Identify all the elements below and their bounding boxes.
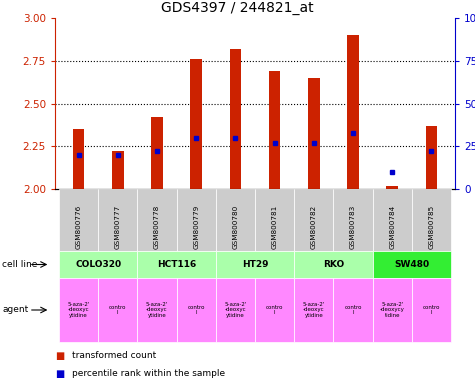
- Text: GSM800781: GSM800781: [272, 205, 277, 249]
- Text: agent: agent: [2, 306, 28, 314]
- Text: GSM800776: GSM800776: [76, 205, 82, 249]
- Text: contro
l: contro l: [266, 305, 284, 315]
- Text: 5-aza-2'
-deoxyc
ytidine: 5-aza-2' -deoxyc ytidine: [67, 302, 90, 318]
- Text: GSM800778: GSM800778: [154, 205, 160, 249]
- Text: contro
l: contro l: [423, 305, 440, 315]
- Bar: [73, 129, 85, 189]
- Text: contro
l: contro l: [344, 305, 362, 315]
- Bar: [269, 71, 281, 189]
- Text: GSM800779: GSM800779: [193, 205, 199, 249]
- Text: 5-aza-2'
-deoxyc
ytidine: 5-aza-2' -deoxyc ytidine: [224, 302, 247, 318]
- Text: contro
l: contro l: [109, 305, 126, 315]
- Bar: [229, 49, 241, 189]
- Bar: [308, 78, 320, 189]
- Text: GSM800783: GSM800783: [350, 205, 356, 249]
- Text: cell line: cell line: [2, 260, 38, 269]
- Text: GSM800784: GSM800784: [389, 205, 395, 249]
- Text: RKO: RKO: [323, 260, 344, 269]
- Text: 5-aza-2'
-deoxyc
ytidine: 5-aza-2' -deoxyc ytidine: [303, 302, 325, 318]
- Text: COLO320: COLO320: [75, 260, 121, 269]
- Bar: [151, 117, 163, 189]
- Text: transformed count: transformed count: [72, 351, 156, 361]
- Text: GSM800777: GSM800777: [115, 205, 121, 249]
- Text: GSM800782: GSM800782: [311, 205, 317, 249]
- Text: GSM800780: GSM800780: [232, 205, 238, 249]
- Text: GDS4397 / 244821_at: GDS4397 / 244821_at: [161, 1, 314, 15]
- Text: ■: ■: [55, 369, 64, 379]
- Bar: [347, 35, 359, 189]
- Text: HT29: HT29: [242, 260, 268, 269]
- Text: SW480: SW480: [394, 260, 429, 269]
- Text: contro
l: contro l: [188, 305, 205, 315]
- Bar: [112, 151, 124, 189]
- Text: percentile rank within the sample: percentile rank within the sample: [72, 369, 225, 379]
- Bar: [190, 59, 202, 189]
- Text: ■: ■: [55, 351, 64, 361]
- Bar: [386, 185, 398, 189]
- Text: GSM800785: GSM800785: [428, 205, 435, 249]
- Text: 5-aza-2'
-deoxycy
tidine: 5-aza-2' -deoxycy tidine: [380, 302, 405, 318]
- Bar: [426, 126, 437, 189]
- Text: 5-aza-2'
-deoxyc
ytidine: 5-aza-2' -deoxyc ytidine: [146, 302, 168, 318]
- Text: HCT116: HCT116: [157, 260, 196, 269]
